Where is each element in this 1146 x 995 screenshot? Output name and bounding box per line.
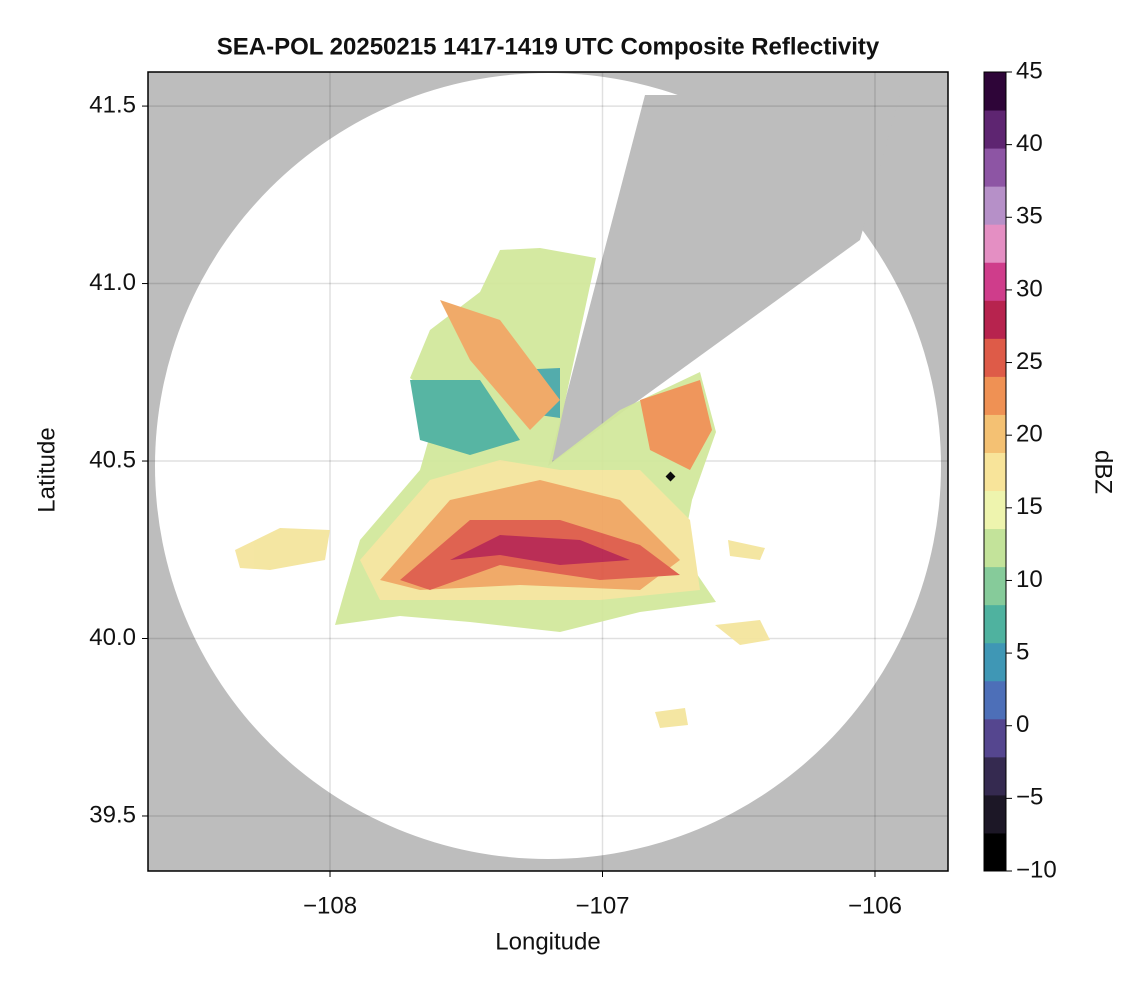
colorbar-band — [984, 148, 1006, 187]
colorbar-band — [984, 680, 1006, 720]
colorbar-band — [984, 794, 1006, 834]
colorbar-band — [984, 376, 1006, 415]
colorbar-band — [984, 756, 1006, 796]
colorbar-band — [984, 262, 1006, 301]
site-marker — [665, 471, 676, 482]
colorbar-band — [984, 604, 1006, 644]
colorbar-tick-label: 30 — [1016, 275, 1043, 302]
y-tick-label: 41.5 — [89, 91, 136, 118]
colorbar-band — [984, 528, 1006, 568]
y-tick-label: 40.5 — [89, 446, 136, 473]
echoes — [235, 248, 770, 728]
colorbar-band — [984, 414, 1006, 453]
y-tick-label: 41.0 — [89, 269, 136, 296]
colorbar-tick-label: 5 — [1016, 638, 1029, 665]
x-tick-label: −108 — [303, 892, 357, 919]
echo — [640, 380, 712, 470]
colorbar-tick-label: 45 — [1016, 57, 1043, 84]
colorbar-band — [984, 452, 1006, 492]
echo — [450, 535, 630, 565]
y-tick-label: 39.5 — [89, 801, 136, 828]
y-axis-label: Latitude — [33, 427, 60, 512]
plot-frame — [147, 71, 949, 872]
colorbar-tick-label: −10 — [1016, 856, 1057, 883]
echo — [728, 540, 765, 560]
colorbar-band — [984, 566, 1006, 606]
colorbar-tick-label: 0 — [1016, 711, 1029, 738]
y-tick-label: 40.0 — [89, 624, 136, 651]
colorbar-band — [984, 338, 1006, 377]
colorbar-band — [984, 718, 1006, 758]
x-axis-label: Longitude — [495, 928, 600, 955]
colorbar-tick-label: −5 — [1016, 784, 1043, 811]
echo — [440, 300, 560, 430]
colorbar-label: dBZ — [1090, 450, 1117, 494]
colorbar-band — [984, 110, 1006, 149]
radar-layer — [148, 72, 948, 871]
colorbar-tick-label: 10 — [1016, 566, 1043, 593]
colorbar-band — [984, 224, 1006, 263]
colorbar-frame — [983, 71, 1007, 872]
colorbar-band — [984, 300, 1006, 339]
colorbar-tick-label: 40 — [1016, 130, 1043, 157]
colorbar-band — [984, 72, 1006, 111]
colorbar-band — [984, 642, 1006, 682]
blocked-sector — [548, 95, 900, 466]
colorbar-tick-label: 25 — [1016, 348, 1043, 375]
colorbar-band — [984, 186, 1006, 225]
chart-title: SEA-POL 20250215 1417-1419 UTC Composite… — [217, 33, 880, 60]
colorbar-tick-label: 15 — [1016, 493, 1043, 520]
colorbar-band — [984, 832, 1006, 872]
echo — [655, 708, 688, 728]
x-tick-label: −106 — [848, 892, 902, 919]
echo — [715, 620, 770, 645]
x-tick-label: −107 — [575, 892, 629, 919]
echo — [235, 528, 330, 570]
colorbar-tick-label: 35 — [1016, 203, 1043, 230]
colorbar-tick-label: 20 — [1016, 421, 1043, 448]
echo — [410, 380, 520, 455]
colorbar-band — [984, 490, 1006, 530]
